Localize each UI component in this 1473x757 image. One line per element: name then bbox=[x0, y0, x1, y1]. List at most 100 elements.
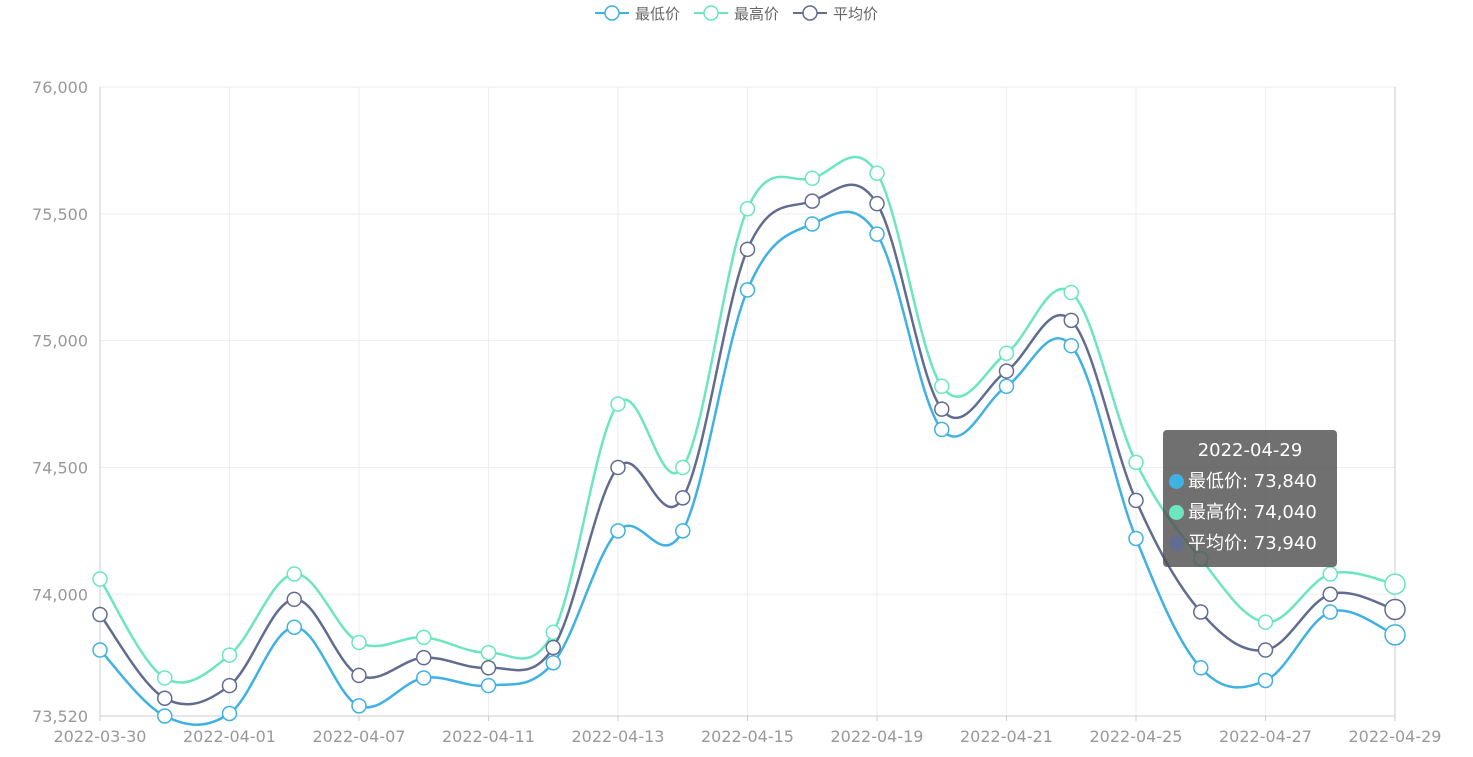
data-point[interactable] bbox=[739, 282, 756, 298]
data-point[interactable] bbox=[610, 396, 626, 412]
data-point[interactable] bbox=[545, 639, 561, 656]
legend-marker-average bbox=[793, 5, 827, 21]
tooltip-row-highest: 最高价: 74,040 bbox=[1169, 497, 1331, 528]
data-point[interactable] bbox=[92, 606, 108, 623]
data-point[interactable] bbox=[1063, 337, 1079, 354]
data-point[interactable] bbox=[286, 619, 302, 635]
data-point[interactable] bbox=[221, 705, 238, 722]
data-point[interactable] bbox=[416, 670, 432, 686]
data-point[interactable] bbox=[739, 241, 756, 258]
series-line bbox=[98, 155, 1396, 684]
y-tick-label: 73,520 bbox=[32, 707, 88, 726]
data-point[interactable] bbox=[351, 634, 367, 651]
data-point[interactable] bbox=[351, 698, 367, 714]
legend-label-average: 平均价 bbox=[833, 4, 879, 23]
data-point[interactable] bbox=[545, 654, 561, 671]
data-point[interactable] bbox=[610, 523, 626, 539]
data-point[interactable] bbox=[934, 401, 950, 417]
data-point[interactable] bbox=[804, 170, 820, 187]
data-point[interactable] bbox=[1322, 566, 1338, 582]
data-point[interactable] bbox=[804, 193, 820, 209]
data-point[interactable] bbox=[286, 566, 302, 582]
tooltip-row-lowest: 最低价: 73,840 bbox=[1169, 466, 1331, 497]
series-0 bbox=[92, 210, 1406, 726]
legend-marker-lowest bbox=[594, 5, 629, 21]
y-tick-label: 76,000 bbox=[32, 78, 88, 97]
data-point[interactable] bbox=[157, 708, 173, 724]
data-point[interactable] bbox=[1128, 454, 1144, 471]
data-point[interactable] bbox=[1384, 598, 1406, 621]
data-point[interactable] bbox=[157, 690, 173, 706]
data-point[interactable] bbox=[480, 644, 497, 661]
data-point[interactable] bbox=[998, 363, 1015, 379]
data-point[interactable] bbox=[1257, 614, 1274, 630]
data-point[interactable] bbox=[1322, 586, 1338, 603]
data-point[interactable] bbox=[480, 677, 497, 694]
data-point[interactable] bbox=[1128, 492, 1144, 509]
data-point[interactable] bbox=[286, 591, 302, 608]
data-point[interactable] bbox=[1384, 573, 1406, 595]
data-point[interactable] bbox=[92, 642, 108, 658]
data-point[interactable] bbox=[1257, 642, 1274, 658]
data-point[interactable] bbox=[934, 378, 950, 395]
x-tick-label: 2022-04-25 bbox=[1090, 727, 1183, 746]
series-2 bbox=[92, 183, 1406, 706]
tooltip: 2022-04-29 最低价: 73,840 最高价: 74,040 平均价: … bbox=[1163, 430, 1337, 567]
legend-item-lowest[interactable]: 最低价 bbox=[594, 3, 680, 24]
data-point[interactable] bbox=[416, 629, 432, 646]
data-point[interactable] bbox=[1128, 530, 1144, 547]
tooltip-text-average: 平均价: 73,940 bbox=[1188, 533, 1317, 554]
data-point[interactable] bbox=[92, 571, 108, 587]
data-point[interactable] bbox=[1257, 672, 1274, 689]
data-point[interactable] bbox=[675, 490, 691, 506]
data-point[interactable] bbox=[869, 165, 885, 181]
data-point[interactable] bbox=[610, 459, 626, 476]
data-point[interactable] bbox=[480, 660, 497, 676]
legend-item-average[interactable]: 平均价 bbox=[793, 3, 878, 24]
data-point[interactable] bbox=[351, 667, 367, 684]
y-tick-label: 75,500 bbox=[32, 205, 88, 224]
data-point[interactable] bbox=[804, 216, 820, 232]
x-tick-label: 2022-04-29 bbox=[1349, 727, 1442, 746]
data-point[interactable] bbox=[416, 649, 432, 666]
x-tick-label: 2022-04-01 bbox=[183, 727, 276, 746]
y-tick-label: 74,000 bbox=[32, 585, 88, 604]
x-tick-label: 2022-04-21 bbox=[960, 727, 1053, 746]
data-point[interactable] bbox=[221, 647, 238, 663]
legend-label-lowest: 最低价 bbox=[634, 4, 680, 23]
data-point[interactable] bbox=[221, 677, 238, 694]
tooltip-row-average: 平均价: 73,940 bbox=[1169, 528, 1331, 559]
y-tick-label: 75,000 bbox=[32, 332, 88, 351]
data-point[interactable] bbox=[1322, 604, 1338, 620]
x-tick-label: 2022-04-15 bbox=[701, 727, 794, 746]
legend-label-highest: 最高价 bbox=[733, 4, 779, 23]
x-tick-label: 2022-04-13 bbox=[572, 727, 665, 746]
data-point[interactable] bbox=[1193, 660, 1209, 676]
x-tick-label: 2022-04-11 bbox=[442, 727, 535, 746]
data-point[interactable] bbox=[1384, 624, 1406, 646]
x-tick-label: 2022-03-30 bbox=[54, 727, 147, 746]
data-point[interactable] bbox=[157, 670, 173, 686]
data-point[interactable] bbox=[934, 421, 950, 438]
tooltip-text-lowest: 最低价: 73,840 bbox=[1188, 471, 1317, 492]
y-tick-label: 74,500 bbox=[32, 458, 88, 477]
data-point[interactable] bbox=[869, 195, 885, 212]
tooltip-text-highest: 最高价: 74,040 bbox=[1188, 502, 1317, 523]
data-point[interactable] bbox=[1193, 604, 1209, 620]
series-1 bbox=[92, 155, 1406, 686]
data-point[interactable] bbox=[869, 226, 885, 242]
x-tick-label: 2022-04-19 bbox=[831, 727, 924, 746]
legend-item-highest[interactable]: 最高价 bbox=[693, 3, 779, 24]
tooltip-dot-lowest bbox=[1169, 474, 1184, 489]
tooltip-title: 2022-04-29 bbox=[1197, 440, 1303, 461]
legend: 最低价 最高价 平均价 bbox=[0, 0, 1473, 26]
data-point[interactable] bbox=[739, 200, 756, 217]
tooltip-dot-average bbox=[1169, 536, 1184, 551]
data-point[interactable] bbox=[675, 523, 691, 539]
data-point[interactable] bbox=[675, 459, 691, 476]
data-point[interactable] bbox=[998, 378, 1015, 395]
data-point[interactable] bbox=[1063, 312, 1079, 329]
data-point[interactable] bbox=[998, 345, 1015, 362]
data-point[interactable] bbox=[1063, 284, 1079, 301]
